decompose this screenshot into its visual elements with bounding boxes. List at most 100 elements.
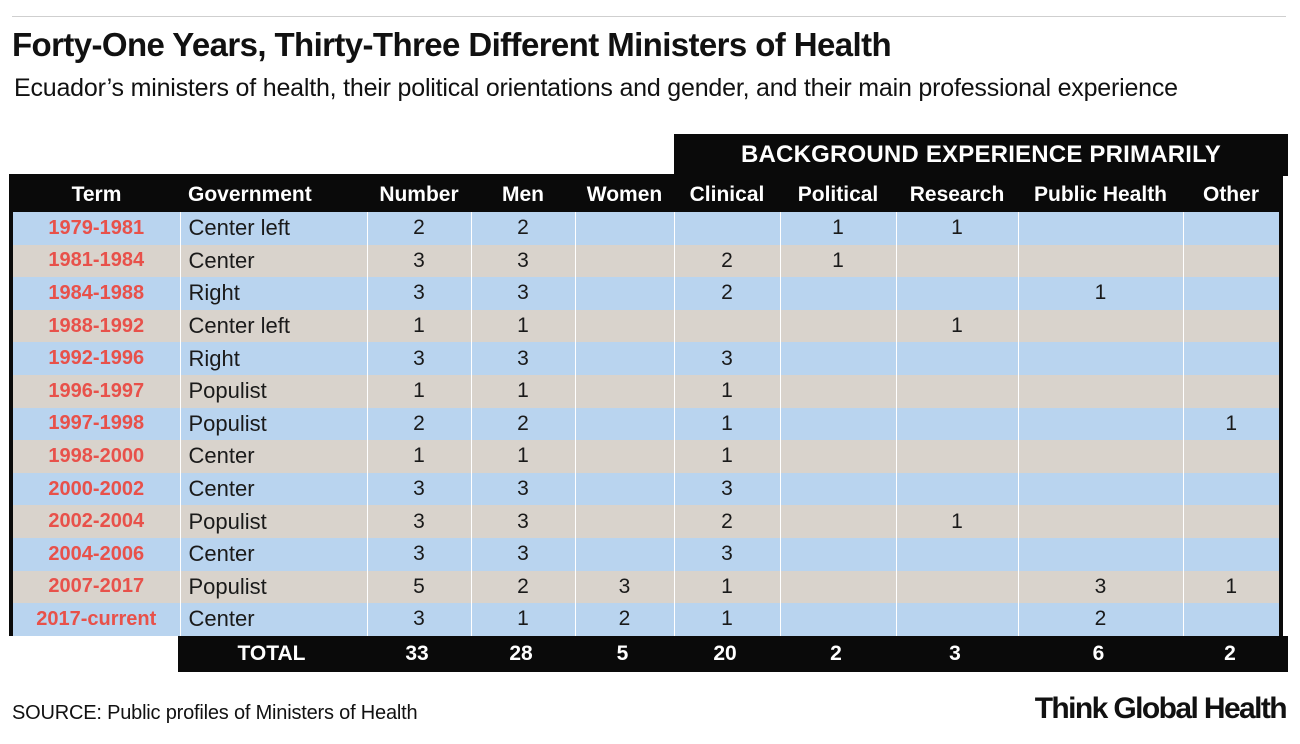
- cell-other: [1182, 537, 1282, 571]
- cell-men: 3: [470, 537, 576, 571]
- table-row: 1998-2000 Center 1 1 1: [10, 440, 1282, 473]
- total-value-women: 5: [616, 642, 629, 665]
- cell-men: 3: [470, 342, 576, 375]
- cell-political: [779, 309, 897, 343]
- total-value-political: 2: [830, 642, 842, 665]
- cell-term: 1996-1997: [10, 374, 181, 408]
- total-row: TOTAL 33 28 5 20 2 3 6 2: [178, 636, 1288, 672]
- table-row: 1979-1981 Center left 2 2 1 1: [10, 212, 1282, 245]
- cell-research: [895, 407, 1019, 441]
- cell-term: 1992-1996: [10, 342, 181, 375]
- cell-number: 3: [366, 342, 472, 375]
- cell-clinical: 2: [673, 244, 781, 278]
- cell-public-health: [1017, 472, 1184, 506]
- cell-term: 1988-1992: [10, 309, 181, 343]
- cell-public-health: [1017, 537, 1184, 571]
- cell-government: Center left: [179, 212, 368, 245]
- cell-public-health: [1017, 212, 1184, 245]
- cell-government: Center: [179, 440, 368, 473]
- cell-women: [574, 407, 675, 441]
- cell-number: 3: [366, 244, 472, 278]
- cell-government: Populist: [179, 505, 368, 538]
- cell-other: [1182, 244, 1282, 278]
- cell-political: [779, 537, 897, 571]
- total-label: TOTAL: [237, 642, 306, 665]
- cell-public-health: 2: [1017, 603, 1184, 636]
- brand-logo: Think Global Health: [1034, 692, 1288, 725]
- cell-clinical: 2: [673, 277, 781, 310]
- cell-public-health: 3: [1017, 570, 1184, 604]
- cell-research: [895, 537, 1019, 571]
- cell-political: [779, 440, 897, 473]
- cell-public-health: 1: [1017, 277, 1184, 310]
- cell-women: 3: [574, 570, 675, 604]
- cell-political: [779, 570, 897, 604]
- cell-men: 3: [470, 277, 576, 310]
- cell-research: [895, 244, 1019, 278]
- cell-women: [574, 342, 675, 375]
- cell-women: [574, 537, 675, 571]
- cell-other: [1182, 440, 1282, 473]
- cell-term: 1997-1998: [10, 407, 181, 441]
- cell-political: [779, 472, 897, 506]
- table-row: 1981-1984 Center 3 3 2 1: [10, 244, 1282, 278]
- cell-number: 3: [366, 505, 472, 538]
- cell-political: [779, 342, 897, 375]
- cell-public-health: [1017, 244, 1184, 278]
- total-value-research: 3: [949, 642, 961, 665]
- cell-men: 3: [470, 244, 576, 278]
- cell-research: 1: [895, 505, 1019, 538]
- cell-men: 1: [470, 374, 576, 408]
- cell-number: 3: [366, 603, 472, 636]
- cell-political: [779, 603, 897, 636]
- column-header-government: Government: [180, 176, 367, 212]
- cell-clinical: 2: [673, 505, 781, 538]
- ministers-table: Term Government Number Men Women Clinical Poli…: [9, 174, 1283, 636]
- column-header-number: Number: [367, 176, 471, 212]
- cell-women: [574, 505, 675, 538]
- cell-women: [574, 374, 675, 408]
- cell-men: 1: [470, 309, 576, 343]
- cell-clinical: 3: [673, 537, 781, 571]
- cell-clinical: 3: [673, 342, 781, 375]
- cell-women: [574, 440, 675, 473]
- cell-term: 1984-1988: [10, 277, 181, 310]
- cell-research: [895, 374, 1019, 408]
- cell-number: 2: [366, 212, 472, 245]
- cell-other: [1182, 212, 1282, 245]
- cell-political: [779, 277, 897, 310]
- column-header-public-health: Public Health: [1018, 176, 1183, 212]
- group-header-background-experience: BACKGROUND EXPERIENCE PRIMARILY: [674, 134, 1288, 176]
- cell-men: 2: [470, 212, 576, 245]
- cell-term: 2017-current: [10, 603, 181, 636]
- cell-number: 3: [366, 472, 472, 506]
- cell-research: 1: [895, 212, 1019, 245]
- cell-other: [1182, 342, 1282, 375]
- cell-term: 2007-2017: [10, 570, 181, 604]
- total-value-public-health: 6: [1092, 642, 1105, 665]
- cell-other: [1182, 277, 1282, 310]
- total-value-number: 33: [405, 642, 429, 665]
- cell-government: Center left: [179, 309, 368, 343]
- cell-other: [1182, 309, 1282, 343]
- chart-subtitle: Ecuador’s ministers of health, their pol…: [14, 74, 1178, 102]
- table-row: 1984-1988 Right 3 3 2 1: [10, 277, 1282, 310]
- cell-clinical: 1: [673, 440, 781, 473]
- chart-title: Forty-One Years, Thirty-Three Different …: [12, 26, 892, 63]
- cell-research: [895, 440, 1019, 473]
- cell-research: [895, 472, 1019, 506]
- cell-clinical: [673, 212, 781, 245]
- cell-research: [895, 603, 1019, 636]
- cell-political: 1: [779, 212, 897, 245]
- cell-term: 1981-1984: [10, 244, 181, 278]
- cell-government: Populist: [179, 374, 368, 408]
- cell-political: [779, 374, 897, 408]
- cell-number: 5: [366, 570, 472, 604]
- cell-public-health: [1017, 407, 1184, 441]
- cell-public-health: [1017, 505, 1184, 538]
- cell-women: [574, 277, 675, 310]
- cell-number: 2: [366, 407, 472, 441]
- cell-clinical: [673, 309, 781, 343]
- cell-women: [574, 212, 675, 245]
- cell-number: 3: [366, 537, 472, 571]
